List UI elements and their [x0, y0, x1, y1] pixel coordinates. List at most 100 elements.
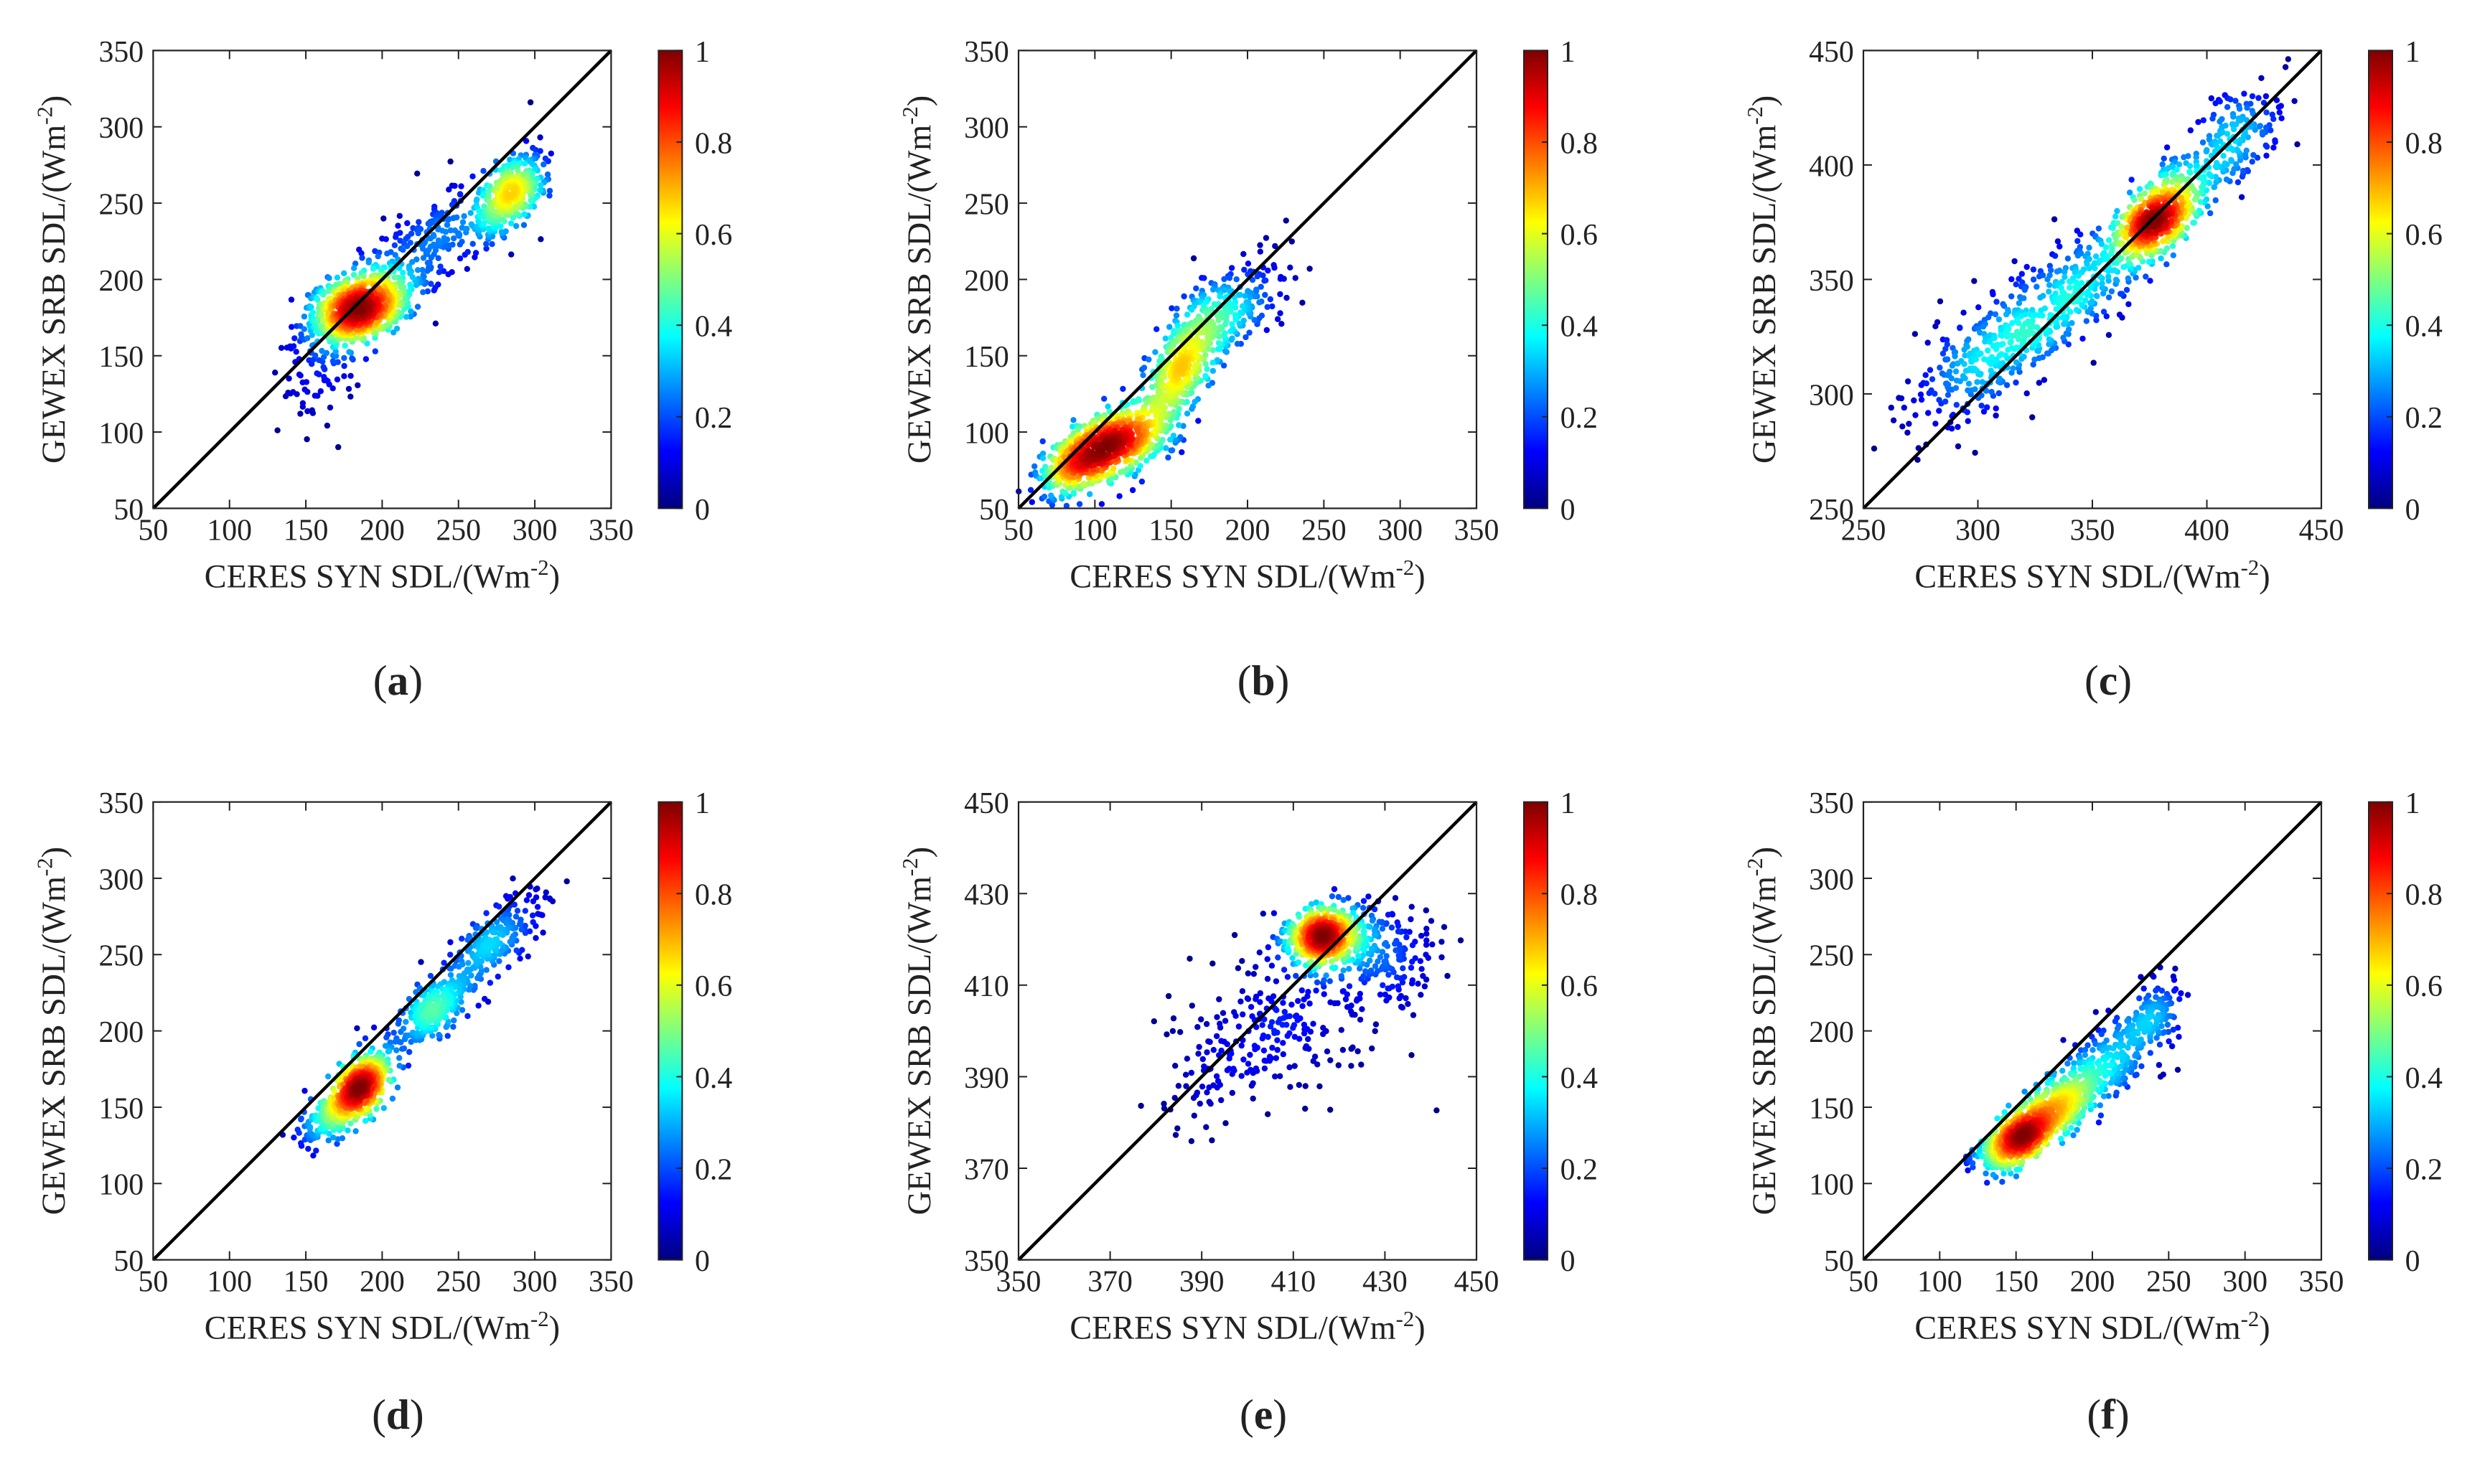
scatter-point [385, 1048, 392, 1055]
scatter-point [314, 296, 321, 303]
scatter-point [2039, 312, 2046, 319]
scatter-point [1287, 264, 1293, 271]
scatter-point [404, 220, 411, 227]
scatter-point [2084, 288, 2092, 295]
scatter-point [1923, 380, 1929, 387]
scatter-point [496, 903, 502, 910]
scatter-point [2105, 273, 2112, 280]
scatter-point [1911, 397, 1917, 404]
scatter-point [1120, 385, 1126, 393]
scatter-point [1059, 488, 1066, 495]
scatter-point [414, 267, 421, 273]
scatter-point [2222, 160, 2228, 166]
scatter-point [296, 1130, 302, 1136]
scatter-point [1208, 306, 1215, 312]
scatter-point [477, 208, 484, 215]
x-tick-label: 100 [207, 514, 252, 547]
scatter-point [1937, 298, 1944, 305]
scatter-point [1965, 418, 1971, 424]
scatter-point [2258, 75, 2265, 82]
one-to-one-line [151, 49, 612, 509]
scatter-point [464, 266, 470, 272]
scatter-point [451, 1017, 457, 1024]
scatter-point [2263, 152, 2270, 159]
scatter-point [2011, 258, 2018, 265]
scatter-point [371, 330, 378, 337]
scatter-point [2046, 282, 2053, 288]
scatter-point [2270, 144, 2277, 151]
scatter-point [396, 1055, 403, 1061]
scatter-point [1202, 361, 1209, 367]
scatter-point [2136, 186, 2143, 192]
scatter-point [1988, 354, 1995, 360]
scatter-point [1063, 502, 1070, 509]
scatter-point [432, 284, 439, 291]
scatter-point [2013, 281, 2019, 288]
colorbar-tick-label: 1 [2405, 36, 2420, 69]
scatter-point [2029, 414, 2036, 421]
scatter-point [2073, 306, 2080, 314]
scatter-point [1204, 366, 1210, 372]
scatter-point [2208, 95, 2214, 102]
scatter-point [2276, 109, 2283, 116]
scatter-point [2163, 144, 2171, 151]
scatter-point [400, 247, 406, 253]
scatter-point [272, 370, 279, 376]
scatter-point [2116, 311, 2123, 318]
scatter-point [291, 1135, 297, 1141]
scatter-point [1942, 398, 1949, 405]
scatter-point [1299, 299, 1306, 306]
scatter-point [435, 255, 441, 261]
scatter-point [431, 233, 437, 240]
scatter-point [2031, 356, 2038, 363]
scatter-point [540, 161, 547, 168]
scatter-point [1283, 217, 1289, 224]
scatter-point [334, 274, 341, 281]
colorbar-tick-label: 0.6 [1560, 219, 1598, 252]
scatter-point [1955, 443, 1962, 450]
scatter-point [409, 259, 416, 266]
scatter-point [420, 245, 426, 252]
scatter-point [1974, 379, 1980, 385]
scatter-point [495, 973, 501, 980]
scatter-point [450, 1023, 457, 1030]
scatter-point [2217, 118, 2223, 125]
y-tick-label: 300 [98, 112, 144, 145]
scatter-point [384, 250, 390, 257]
scatter-point [395, 1020, 402, 1027]
scatter-point [1163, 445, 1169, 451]
scatter-point [383, 236, 389, 243]
x-tick-label: 250 [436, 514, 481, 547]
scatter-point [393, 325, 401, 332]
scatter-point [2294, 141, 2301, 148]
colorbar-tick-label: 0.2 [695, 402, 732, 435]
scatter-point [347, 393, 354, 400]
scatter-point [437, 263, 444, 270]
scatter-point [1945, 392, 1952, 398]
scatter-point [1229, 335, 1235, 342]
panel-label: (a) [373, 657, 423, 704]
colorbar: 00.20.40.60.81 [657, 36, 732, 527]
scatter-point [1195, 418, 1202, 424]
scatter-point [1213, 301, 1220, 309]
scatter-point [1209, 286, 1217, 293]
scatter-point [2259, 129, 2266, 136]
scatter-point [1993, 299, 2000, 305]
scatter-point [373, 1106, 380, 1112]
scatter-point [1159, 402, 1166, 409]
scatter-point [1988, 367, 1994, 374]
scatter-point [2074, 238, 2081, 245]
scatter-point [1979, 379, 1985, 385]
scatter-point [2190, 220, 2196, 226]
colorbar-gradient [657, 50, 683, 509]
scatter-point [396, 212, 403, 220]
scatter-point [323, 349, 330, 357]
scatter-point [1192, 398, 1198, 405]
scatter-point [341, 270, 347, 276]
y-tick-label: 250 [1809, 494, 1854, 527]
scatter-point [1277, 276, 1284, 282]
scatter-point [1234, 340, 1241, 347]
scatter-point [359, 255, 365, 261]
scatter-point [1179, 449, 1185, 456]
